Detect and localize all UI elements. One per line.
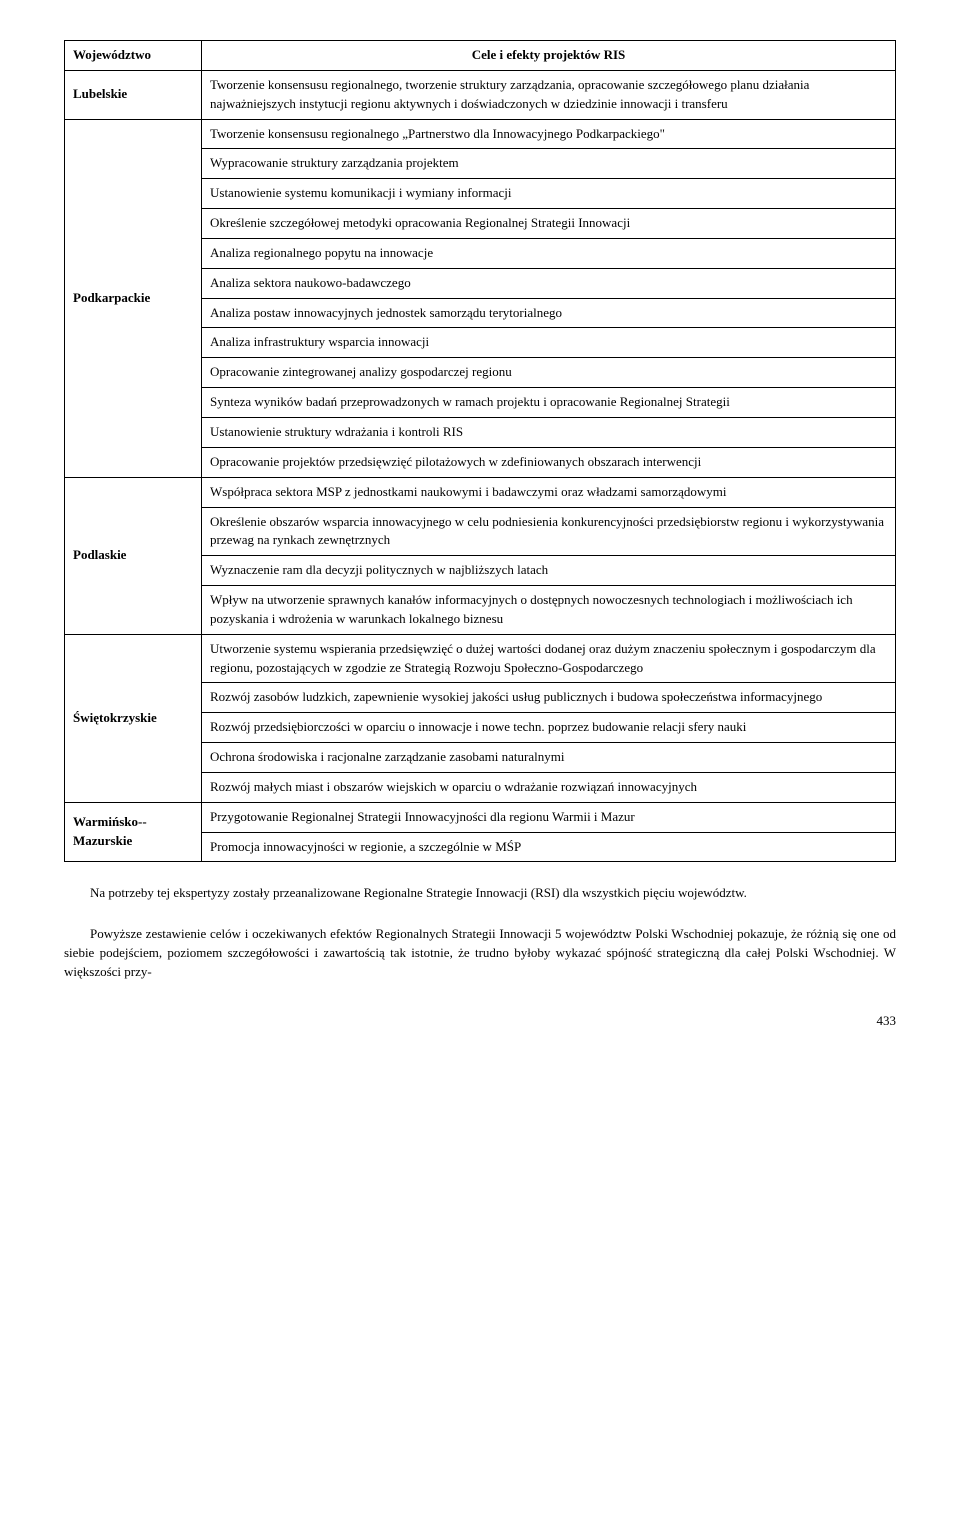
goal-cell: Wypracowanie struktury zarządzania proje… — [202, 149, 896, 179]
goal-cell: Ustanowienie systemu komunikacji i wymia… — [202, 179, 896, 209]
goal-cell: Tworzenie konsensusu regionalnego „Partn… — [202, 119, 896, 149]
goal-cell: Utworzenie systemu wspierania przedsięwz… — [202, 634, 896, 683]
goal-cell: Opracowanie projektów przedsięwzięć pilo… — [202, 447, 896, 477]
goal-cell: Rozwój zasobów ludzkich, zapewnienie wys… — [202, 683, 896, 713]
goal-cell: Ustanowienie struktury wdrażania i kontr… — [202, 417, 896, 447]
region-cell: Warmińsko-​-Mazurskie — [65, 802, 202, 862]
header-region: Województwo — [65, 41, 202, 71]
goal-cell: Ochrona środowiska i racjonalne zarządza… — [202, 743, 896, 773]
page-number: 433 — [64, 1012, 896, 1031]
goal-cell: Analiza infrastruktury wsparcia innowacj… — [202, 328, 896, 358]
goal-cell: Analiza postaw innowacyjnych jednostek s… — [202, 298, 896, 328]
goal-cell: Rozwój przedsiębiorczości w oparciu o in… — [202, 713, 896, 743]
table-row: ŚwiętokrzyskieUtworzenie systemu wspiera… — [65, 634, 896, 683]
goal-cell: Współpraca sektora MSP z jednostkami nau… — [202, 477, 896, 507]
goal-cell: Wyznaczenie ram dla decyzji politycznych… — [202, 556, 896, 586]
goal-cell: Promocja innowacyjności w regionie, a sz… — [202, 832, 896, 862]
goal-cell: Określenie obszarów wsparcia innowacyjne… — [202, 507, 896, 556]
goal-cell: Określenie szczegółowej metodyki opracow… — [202, 209, 896, 239]
region-cell: Podlaskie — [65, 477, 202, 634]
ris-goals-table: Województwo Cele i efekty projektów RIS … — [64, 40, 896, 862]
table-row: LubelskieTworzenie konsensusu regionalne… — [65, 70, 896, 119]
goal-cell: Opracowanie zintegrowanej analizy gospod… — [202, 358, 896, 388]
goal-cell: Tworzenie konsensusu regionalnego, tworz… — [202, 70, 896, 119]
table-row: Warmińsko-​-MazurskiePrzygotowanie Regio… — [65, 802, 896, 832]
body-paragraph: Na potrzeby tej ekspertyzy zostały przea… — [64, 884, 896, 903]
goal-cell: Synteza wyników badań przeprowadzonych w… — [202, 388, 896, 418]
region-cell: Lubelskie — [65, 70, 202, 119]
region-cell: Świętokrzyskie — [65, 634, 202, 802]
goal-cell: Rozwój małych miast i obszarów wiejskich… — [202, 772, 896, 802]
goal-cell: Analiza regionalnego popytu na innowacje — [202, 238, 896, 268]
goal-cell: Przygotowanie Regionalnej Strategii Inno… — [202, 802, 896, 832]
region-cell: Podkarpackie — [65, 119, 202, 477]
goal-cell: Analiza sektora naukowo-badawczego — [202, 268, 896, 298]
table-header-row: Województwo Cele i efekty projektów RIS — [65, 41, 896, 71]
header-goals: Cele i efekty projektów RIS — [202, 41, 896, 71]
table-row: PodkarpackieTworzenie konsensusu regiona… — [65, 119, 896, 149]
table-row: PodlaskieWspółpraca sektora MSP z jednos… — [65, 477, 896, 507]
body-paragraph: Powyższe zestawienie celów i oczekiwanyc… — [64, 925, 896, 982]
goal-cell: Wpływ na utworzenie sprawnych kanałów in… — [202, 586, 896, 635]
